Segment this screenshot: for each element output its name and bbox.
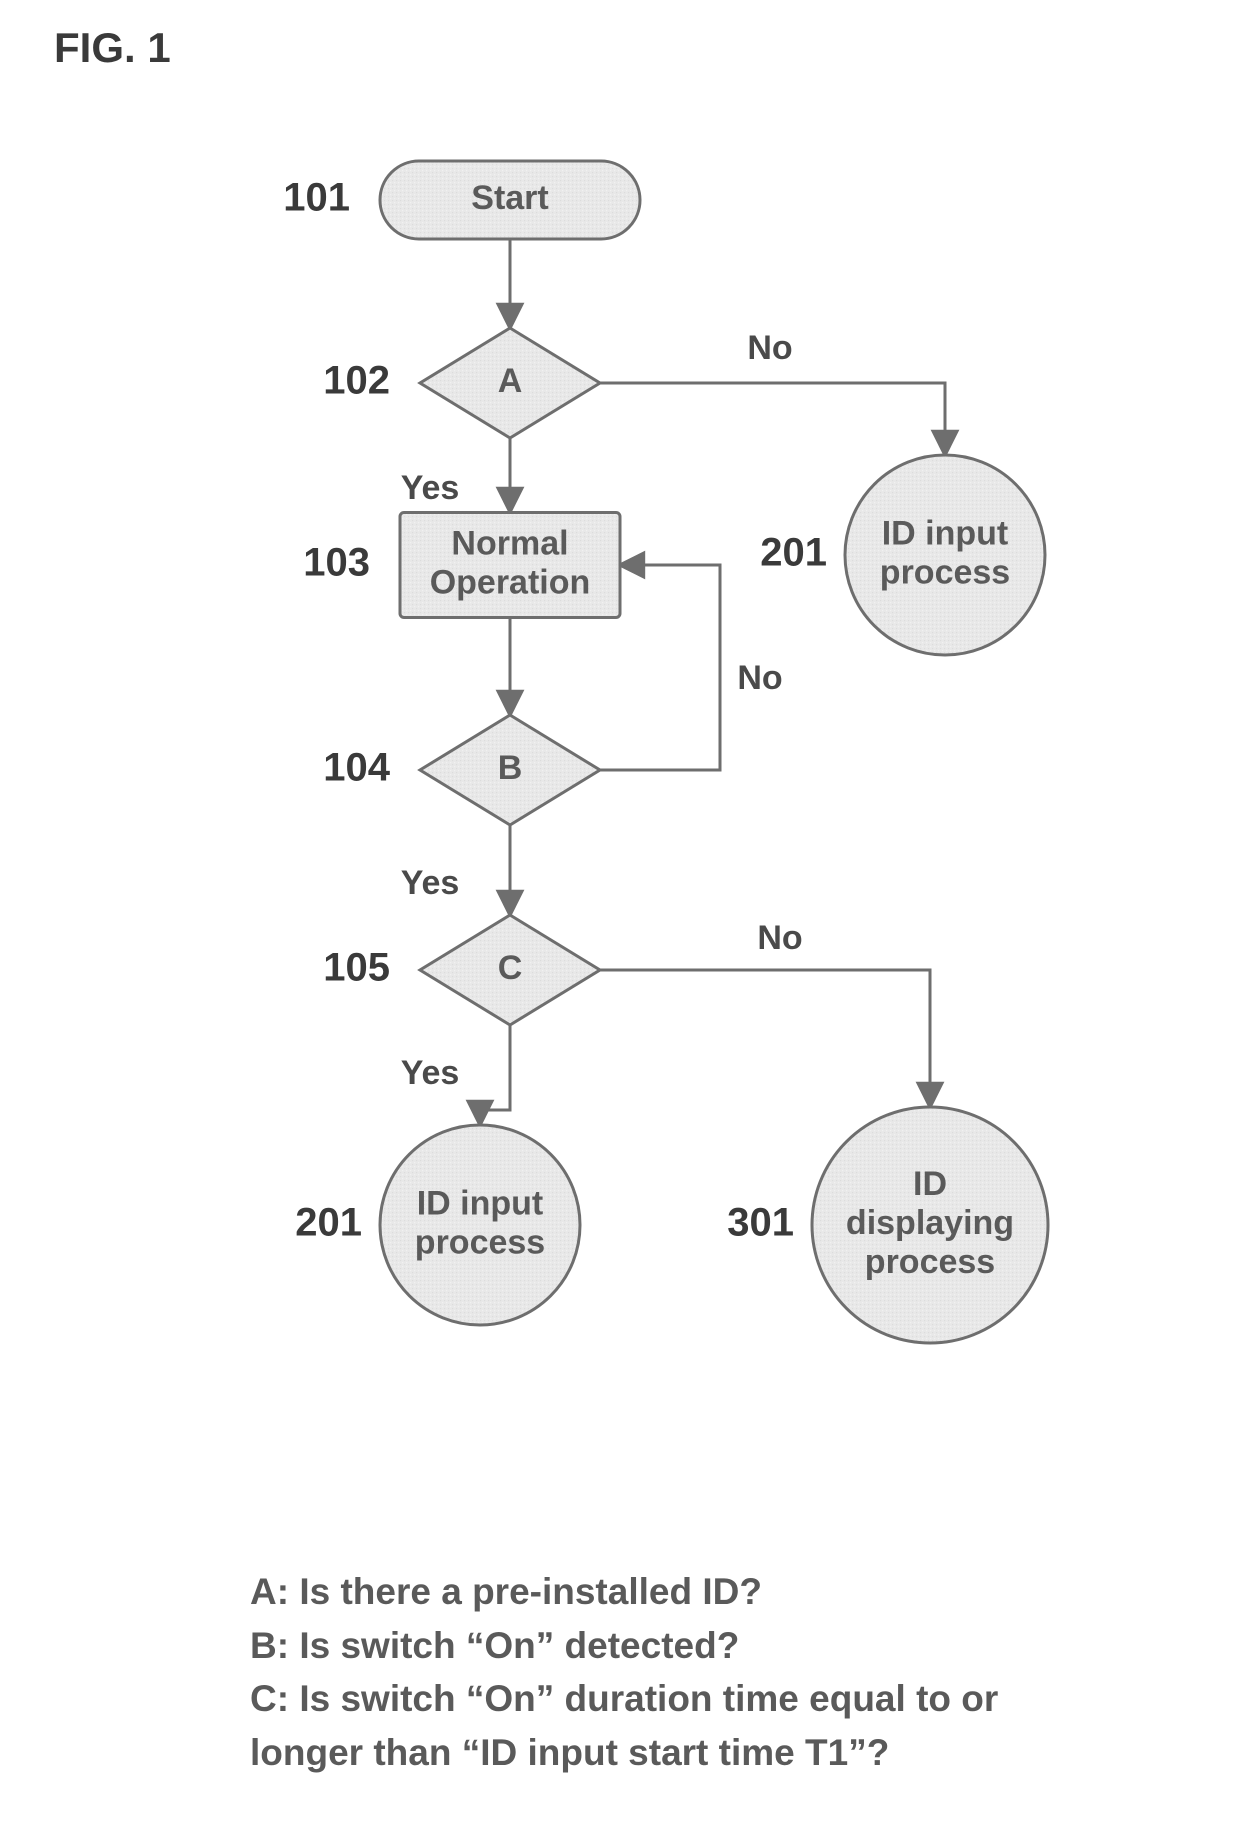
node-decB: B [420,715,600,825]
ref-number: 104 [323,746,390,790]
edge-label: Yes [401,469,460,507]
edge [480,1025,510,1125]
legend-line: A: Is there a pre-installed ID? [250,1565,1070,1619]
node-start: Start [380,161,640,239]
node-proc: NormalOperation [400,513,620,618]
node-decA: A [420,328,600,438]
node-text: process [880,554,1010,592]
node-text: Start [471,179,548,217]
edge-label: Yes [401,1054,460,1092]
ref-number: 103 [303,541,370,585]
edge-label: No [737,659,782,697]
ref-number: 102 [323,359,390,403]
node-text: Operation [430,564,591,602]
edge-label: No [757,919,802,957]
node-text: process [865,1243,995,1281]
node-text: Normal [451,524,568,562]
node-text: ID input [417,1184,544,1222]
ref-number: 201 [295,1201,362,1245]
legend-line: B: Is switch “On” detected? [250,1619,1070,1673]
edge-label: Yes [401,864,460,902]
ref-number: 105 [323,946,390,990]
ref-number: 101 [283,176,350,220]
ref-number: 301 [727,1201,794,1245]
node-text: ID [913,1165,947,1203]
node-text: displaying [846,1204,1014,1242]
node-conn1: ID inputprocess [845,455,1045,655]
node-conn2: ID inputprocess [380,1125,580,1325]
edge [600,970,930,1107]
node-text: C [498,949,523,987]
node-conn3: IDdisplayingprocess [812,1107,1048,1343]
legend-block: A: Is there a pre-installed ID? B: Is sw… [250,1565,1070,1780]
edge [600,383,945,455]
node-text: A [498,362,523,400]
ref-number: 201 [760,531,827,575]
edge-label: No [747,329,792,367]
node-text: B [498,749,523,787]
node-text: ID input [882,514,1009,552]
node-decC: C [420,915,600,1025]
legend-line: C: Is switch “On” duration time equal to… [250,1672,1070,1779]
node-text: process [415,1224,545,1262]
